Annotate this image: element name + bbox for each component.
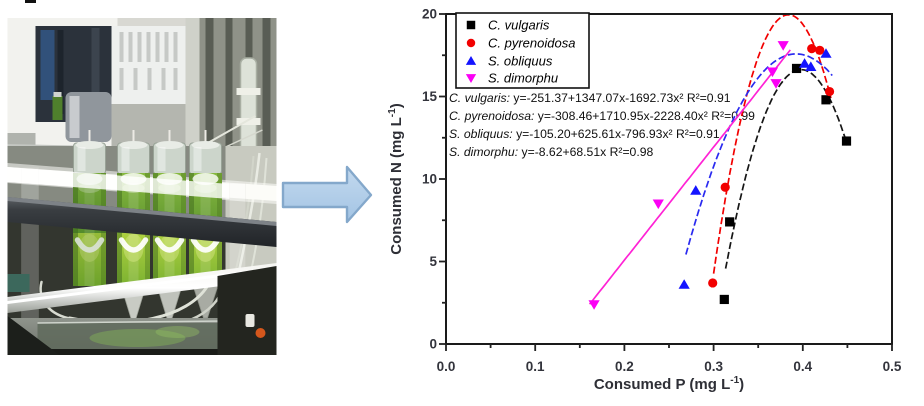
y-tick-label: 15 <box>422 89 438 104</box>
equation-annotations: C. vulgaris: y=-251.37+1347.07x-1692.73x… <box>449 91 755 159</box>
culture-column-3 <box>153 130 186 286</box>
equation-C-pyrenoidosa: C. pyrenoidosa: y=-308.46+1710.95x-2228.… <box>449 109 755 123</box>
fit-curves <box>588 14 849 305</box>
svg-text:C. vulgaris: C. vulgaris <box>488 18 550 33</box>
y-tick-label: 5 <box>429 254 437 269</box>
y-tick-label: 0 <box>429 337 437 352</box>
data-points <box>588 41 852 310</box>
series-S-dimorphu <box>588 41 789 310</box>
series-S-obliquus <box>678 48 832 289</box>
x-tick-label: 0.0 <box>437 359 456 374</box>
light-glow-overlay <box>7 167 230 199</box>
y-tick-label: 20 <box>422 7 437 22</box>
series-C-pyrenoidosa <box>708 44 835 288</box>
x-tick-label: 0.4 <box>793 359 812 374</box>
fit-curve-S-obliquus <box>685 53 833 255</box>
algae-photobioreactor-photo <box>7 18 277 355</box>
fit-curve-C-pyrenoidosa <box>712 14 832 274</box>
x-tick-label: 0.5 <box>883 359 902 374</box>
legend-item-S-dimorphu: S. dimorphu <box>465 71 558 86</box>
svg-text:C. pyrenoidosa: C. pyrenoidosa <box>488 36 575 51</box>
fit-curve-S-dimorphu <box>588 49 791 305</box>
legend-item-S-obliquus: S. obliquus <box>465 54 553 69</box>
legend-item-C-pyrenoidosa: C. pyrenoidosa <box>466 36 575 51</box>
np-consumption-chart: C. vulgaris: y=-251.37+1347.07x-1692.73x… <box>387 7 902 393</box>
x-tick-label: 0.3 <box>704 359 723 374</box>
legend: C. vulgaris C. pyrenoidosa S. obliquus S. d… <box>455 12 590 89</box>
transform-arrow <box>281 165 373 224</box>
culture-column-4 <box>189 130 222 286</box>
support-bar-dark <box>7 197 277 247</box>
equation-S-dimorphu: S. dimorphu: y=-8.62+68.51x R²=0.98 <box>449 145 654 159</box>
y-tick-label: 10 <box>422 172 437 187</box>
base-plate <box>7 266 277 355</box>
svg-text:S. dimorphu: S. dimorphu <box>488 71 558 86</box>
right-block-arrow-icon <box>281 165 373 224</box>
svg-text:S. obliquus: S. obliquus <box>488 54 553 69</box>
series-C-vulgaris <box>719 63 852 305</box>
tick-labels: 0.0 0.1 0.2 0.3 0.4 0.5 0 5 10 15 20 <box>422 7 902 374</box>
cropped-text-fragment <box>25 0 36 3</box>
y-axis-title: Consumed N (mg L-1) <box>387 103 405 254</box>
x-tick-label: 0.2 <box>615 359 634 374</box>
equation-C-vulgaris: C. vulgaris: y=-251.37+1347.07x-1692.73x… <box>449 91 731 105</box>
support-bar-silver <box>7 263 277 313</box>
x-axis-title: Consumed P (mg L-1) <box>594 375 744 393</box>
x-tick-label: 0.1 <box>526 359 545 374</box>
legend-item-C-vulgaris: C. vulgaris <box>466 18 550 33</box>
axes <box>439 13 893 351</box>
equation-S-obliquus: S. obliquus: y=-105.20+625.61x-796.93x² … <box>449 127 720 141</box>
